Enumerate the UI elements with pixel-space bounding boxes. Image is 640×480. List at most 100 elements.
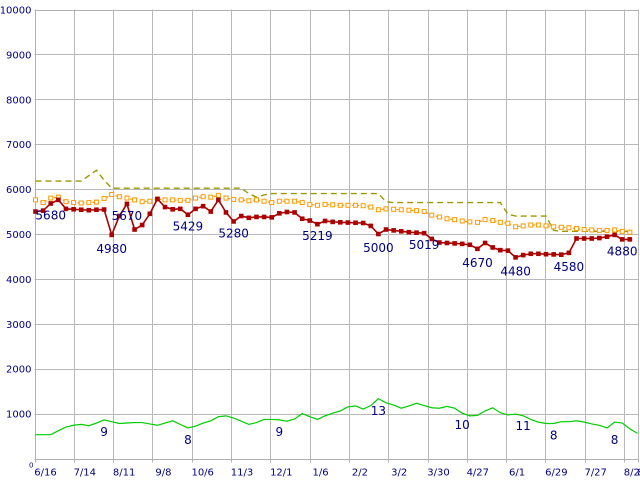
x-axis-tick-label: 6/29 — [545, 468, 567, 479]
volume-value-label: 8 — [184, 433, 192, 447]
price-marker — [520, 252, 526, 258]
upper-band-marker — [589, 227, 595, 233]
upper-band-marker — [467, 219, 473, 225]
price-marker — [551, 252, 556, 257]
upper-band-marker — [253, 197, 259, 203]
y-axis-tick-label: 6000 — [6, 185, 31, 196]
upper-band-marker — [368, 204, 374, 210]
upper-band-marker — [398, 207, 404, 213]
x-axis-tick-label: 3/2 — [391, 468, 407, 479]
x-axis-tick-label: 4/27 — [467, 468, 489, 479]
upper-band-marker — [86, 200, 92, 206]
price-series — [33, 196, 633, 260]
upper-band-marker — [330, 202, 336, 208]
upper-band-marker — [581, 227, 587, 233]
upper-band-marker — [238, 197, 244, 203]
upper-band-marker — [33, 197, 38, 203]
price-marker — [177, 206, 183, 212]
y-axis-tick-label: 8000 — [6, 95, 31, 106]
upper-band-marker — [391, 206, 397, 212]
price-marker — [536, 251, 541, 257]
upper-band-marker — [307, 201, 313, 207]
upper-band-marker — [337, 202, 343, 208]
upper-band-marker — [78, 200, 84, 206]
upper-band-marker — [40, 200, 46, 206]
upper-band-marker — [269, 200, 275, 206]
volume-series — [35, 398, 638, 436]
price-marker — [261, 214, 267, 220]
x-axis-tick-label: 6/1 — [509, 468, 525, 479]
price-marker — [589, 236, 595, 241]
upper-band-marker — [299, 200, 305, 206]
price-marker — [223, 210, 229, 215]
volume-value-label: 11 — [516, 419, 531, 433]
price-value-label: 4580 — [554, 260, 585, 274]
price-marker — [452, 241, 457, 246]
price-marker — [505, 248, 511, 253]
upper-band-marker — [604, 227, 610, 233]
price-value-label: 4670 — [462, 256, 493, 270]
price-marker — [513, 255, 518, 260]
outer-band-series — [35, 169, 630, 233]
upper-band-marker — [177, 197, 183, 203]
upper-band-marker — [231, 196, 237, 202]
price-marker — [124, 201, 130, 207]
x-axis-tick-label: 9/8 — [155, 468, 171, 479]
price-marker — [162, 204, 168, 210]
upper-band-marker — [292, 198, 298, 204]
price-marker — [421, 230, 427, 236]
price-marker — [117, 213, 122, 219]
price-marker — [101, 207, 107, 212]
volume-value-label: 10 — [455, 418, 470, 432]
x-axis-tick-label: 7/27 — [584, 468, 606, 479]
upper-band-marker — [139, 199, 145, 205]
upper-band-marker — [162, 197, 168, 203]
price-marker — [619, 237, 625, 242]
price-marker — [337, 220, 343, 225]
upper-band-marker — [558, 224, 564, 230]
price-marker — [353, 220, 358, 226]
y-axis-labels: 1000 2000 3000 4000 5000 6000 7000 8000 9000 1000… — [0, 6, 34, 470]
upper-band-marker — [482, 217, 488, 223]
upper-band-marker — [414, 208, 419, 214]
price-marker — [94, 207, 99, 213]
price-marker — [56, 197, 61, 203]
price-marker — [78, 207, 84, 213]
upper-band-marker — [261, 198, 267, 204]
price-marker — [109, 232, 114, 238]
y-axis-tick-label: 10000 — [0, 6, 32, 17]
price-marker — [40, 208, 46, 213]
price-marker — [558, 252, 564, 257]
price-marker — [566, 250, 572, 256]
price-marker — [330, 219, 335, 225]
upper-band-marker — [200, 194, 206, 200]
x-axis-tick-label: 3/30 — [427, 468, 449, 479]
upper-band-marker — [147, 198, 153, 204]
x-axis-tick-label: 8/31 — [637, 468, 640, 479]
outer-band-line — [35, 169, 630, 233]
grid-layer — [34, 9, 639, 463]
price-marker — [414, 230, 419, 235]
upper-band-marker — [528, 222, 534, 228]
upper-band-marker — [132, 197, 138, 203]
price-marker — [574, 236, 579, 241]
upper-band-marker — [513, 224, 519, 230]
price-marker — [391, 228, 396, 233]
upper-band-marker — [109, 191, 115, 197]
volume-value-label: 13 — [371, 404, 386, 418]
upper-band-marker — [345, 202, 351, 208]
upper-band-marker — [101, 196, 107, 202]
price-marker — [360, 220, 366, 226]
price-marker — [254, 214, 259, 220]
price-marker — [322, 218, 328, 224]
price-value-label: 4980 — [96, 242, 127, 256]
upper-band-series — [33, 191, 633, 235]
upper-band-marker — [497, 219, 503, 225]
upper-band-marker — [619, 228, 625, 234]
x-axis-tick-label: 12/1 — [270, 468, 292, 479]
y-axis-tick-label: 5000 — [6, 230, 31, 241]
price-marker — [185, 212, 191, 218]
price-marker — [33, 209, 38, 214]
price-marker — [155, 196, 160, 202]
